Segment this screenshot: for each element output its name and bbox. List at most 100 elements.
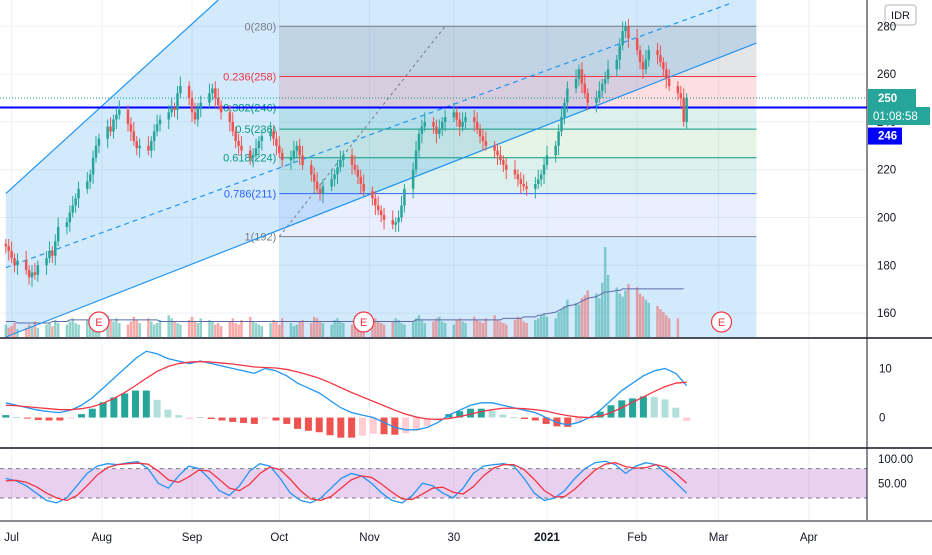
macd-histogram-bar [175, 415, 183, 418]
candle-body [173, 107, 176, 110]
candle-body [51, 250, 54, 256]
macd-histogram-bar [542, 417, 550, 424]
stoch-d-line [5, 462, 688, 502]
volume-bar [391, 321, 395, 337]
currency-box[interactable] [884, 4, 917, 26]
volume-bar [333, 319, 336, 337]
channel-upper-line[interactable] [5, 0, 219, 195]
candle-body [176, 93, 179, 110]
volume-bar [472, 316, 476, 337]
candle-body [240, 145, 243, 151]
volume-bar [45, 324, 48, 337]
earnings-marker-label[interactable]: E [95, 317, 102, 329]
volume-bar [13, 323, 16, 337]
candle-body [88, 174, 92, 182]
volume-bar [464, 323, 467, 337]
earnings-marker[interactable] [88, 311, 110, 333]
volume-bar [478, 321, 482, 337]
candle-body [536, 179, 540, 185]
time-axis[interactable]: Jul Aug Sep Oct Nov 30 2021 Feb Mar Apr [0, 520, 932, 544]
candle-body [280, 152, 284, 161]
volume-bar [539, 315, 543, 337]
candle-body [394, 222, 397, 225]
volume-bar [199, 318, 202, 337]
volume-bar [350, 324, 354, 337]
macd-histogram-bar [337, 417, 345, 438]
volume-bar [280, 318, 284, 337]
candle-body [158, 119, 162, 125]
channel-mid-line[interactable] [5, 1, 734, 269]
time-tick-label: Nov [359, 532, 380, 544]
volume-bar [33, 321, 37, 337]
candle-body [574, 78, 578, 89]
volume-bar [251, 321, 255, 337]
earnings-marker[interactable] [710, 311, 733, 333]
volume-bar [228, 321, 232, 337]
macd-histogram-bar [283, 417, 291, 424]
volume-bar [51, 326, 54, 337]
macd-histogram-bar [369, 417, 377, 434]
candle-body [513, 169, 517, 175]
macd-histogram-bar [23, 417, 31, 419]
earnings-marker-label[interactable]: E [718, 317, 725, 329]
candle-body [362, 184, 365, 192]
macd-histogram-bar [391, 417, 399, 435]
candle-body [251, 155, 255, 158]
candle-body [676, 86, 680, 94]
channel-lower-line[interactable] [5, 42, 757, 338]
candle-body [458, 119, 461, 127]
candle-body [211, 88, 214, 94]
candle-body [452, 112, 456, 118]
volume-bar [190, 316, 194, 337]
fib-level-label: 0.786(211) [224, 189, 276, 201]
time-tick-label: Jul [4, 532, 19, 544]
drawing-lines[interactable]: 0(280)0.236(258)0.382(246)0.5(236)0.618(… [0, 0, 867, 338]
candle-body [583, 83, 587, 94]
macd-histogram-bar [250, 417, 258, 424]
currency-label[interactable]: IDR [891, 10, 910, 22]
candle-body [606, 69, 610, 79]
candle-body [315, 181, 319, 189]
volume-bar [647, 302, 651, 337]
volume-bar [493, 315, 496, 337]
macd-histogram-bar [466, 408, 475, 418]
earnings-marker-label[interactable]: E [360, 317, 367, 329]
volume-bar [638, 293, 642, 337]
fib-trend-line[interactable] [278, 25, 446, 237]
macd-histogram-bar [45, 417, 53, 421]
volume-bar [353, 326, 357, 337]
countdown-badge [868, 106, 930, 125]
volume-bar [502, 323, 505, 337]
volume-bar [397, 319, 400, 337]
volume-bar [30, 326, 34, 337]
volume-bar [432, 321, 435, 337]
macd-histogram-bar [348, 417, 356, 438]
volume-bar [126, 324, 130, 337]
volume-bar [112, 321, 115, 337]
price-labels: 250 01:08:58 246 [868, 88, 930, 145]
candle-body [208, 93, 211, 103]
volume-bar [417, 315, 421, 337]
volume-bar [563, 305, 566, 337]
volume-bar [56, 323, 60, 337]
macd-histogram-bar [304, 417, 312, 431]
volume-bar [54, 319, 57, 337]
earnings-marker[interactable] [353, 311, 375, 333]
macd-histogram-bar [164, 409, 172, 418]
candle-body [400, 205, 403, 218]
macd-histogram-bar [229, 417, 237, 422]
candle-body [519, 179, 523, 185]
candle-body [216, 97, 220, 106]
candle-body [269, 131, 272, 137]
macd-histogram-bar [110, 397, 118, 418]
candle-body [86, 181, 89, 189]
candle-body [493, 145, 496, 151]
level-price-badge [868, 127, 902, 145]
volume-bar [566, 299, 569, 337]
volume-bar [342, 323, 345, 337]
candle-body [350, 155, 354, 165]
candle-body [301, 155, 304, 165]
